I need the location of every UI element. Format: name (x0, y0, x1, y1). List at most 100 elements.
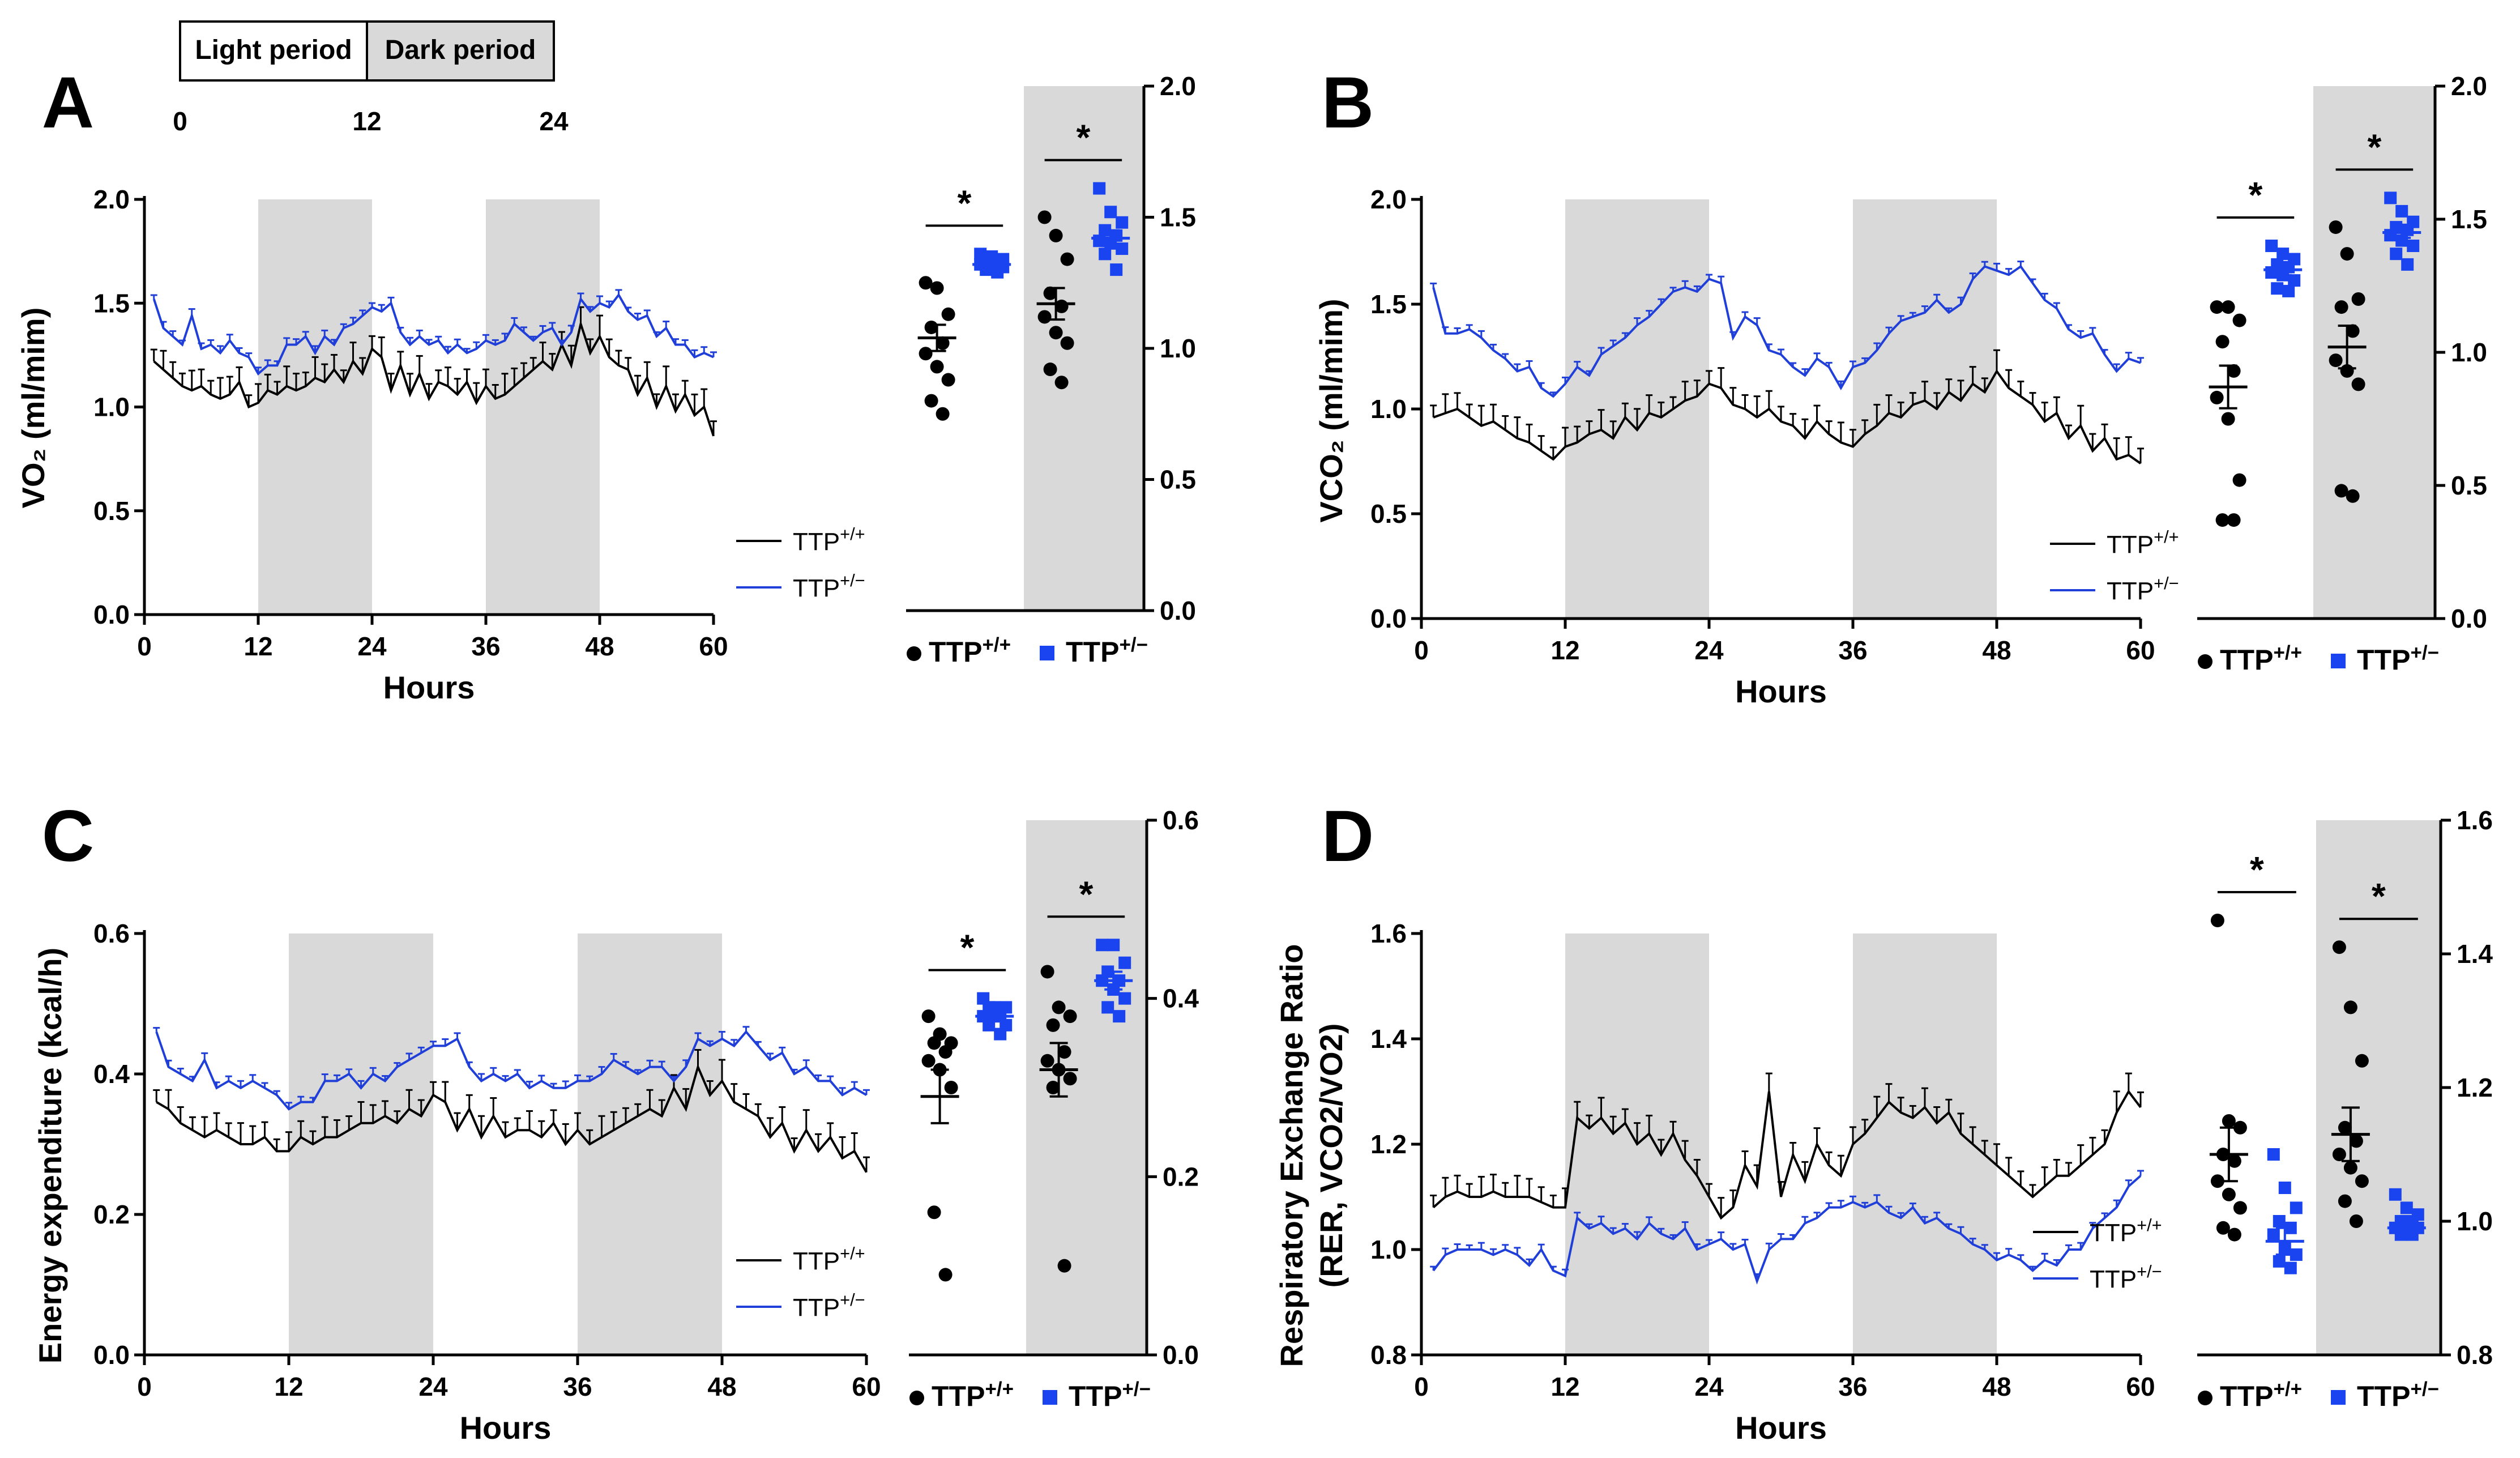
dark-period-shade (486, 199, 600, 615)
data-point (2384, 191, 2397, 204)
scatter-group (2209, 914, 2248, 1242)
data-point (1057, 1045, 1071, 1059)
data-point (2265, 266, 2278, 279)
scatter-group (2209, 300, 2248, 527)
scatter-group (2327, 220, 2367, 503)
significance-star: * (1076, 117, 1090, 158)
data-point (2227, 513, 2241, 527)
x-tick-label: 12 (1551, 636, 1579, 665)
legend-label: TTP+/− (793, 570, 865, 602)
data-point (2355, 1054, 2369, 1068)
x-tick-label: 36 (563, 1372, 592, 1401)
legend-label: TTP+/+ (2090, 1215, 2162, 1247)
panel-letter: A (42, 62, 94, 143)
y-tick-label: 1.5 (2451, 204, 2487, 234)
data-point (924, 394, 938, 408)
x-tick-label: 12 (1551, 1372, 1579, 1401)
data-point (2273, 1255, 2286, 1268)
series-wt (150, 306, 717, 437)
y-tick-label: 0.4 (1163, 984, 1199, 1013)
data-point (2290, 1248, 2303, 1261)
data-point (2351, 377, 2365, 391)
data-point (2267, 1228, 2280, 1241)
x-tick-label: 0 (1414, 1372, 1429, 1401)
scatter-group (2331, 940, 2370, 1228)
data-point (2215, 335, 2229, 349)
time-bar-tick: 24 (539, 106, 569, 136)
scatter-group (2265, 1148, 2304, 1274)
data-point (930, 281, 944, 295)
x-tick-label: 24 (1694, 1372, 1724, 1401)
data-point (1037, 210, 1052, 224)
data-point (919, 347, 933, 361)
y-tick-label: 0.0 (93, 600, 130, 629)
y-tick-label: 1.4 (2457, 939, 2493, 969)
data-point (2334, 300, 2348, 314)
y-tick-label: 0.0 (2451, 604, 2487, 633)
scatter-legend-label: TTP+/− (1069, 1378, 1151, 1412)
legend-marker (2198, 1391, 2213, 1405)
data-point (2284, 1261, 2297, 1274)
data-point (2210, 1174, 2224, 1188)
series-wt (153, 1048, 870, 1173)
data-point (2338, 1194, 2352, 1208)
data-point (2340, 247, 2354, 261)
data-point (1116, 216, 1129, 229)
dark-period-shade (2313, 86, 2435, 619)
data-point (921, 1009, 936, 1024)
y-tick-label: 0.2 (93, 1200, 130, 1229)
x-tick-label: 24 (418, 1372, 448, 1401)
y-tick-label: 1.2 (2457, 1073, 2493, 1102)
scatter-group (1091, 182, 1130, 276)
scatter-panel: 0.0 0.2 0.4 0.6 * * TTP+/+ TTP+/− (909, 805, 1199, 1412)
scatter-legend-label: TTP+/+ (932, 1378, 1014, 1412)
data-point (2227, 364, 2241, 378)
data-point (927, 1036, 941, 1050)
data-point (2227, 1227, 2241, 1242)
data-point (2221, 300, 2235, 314)
y-tick-label: 0.0 (1370, 604, 1407, 633)
dark-period-shade (1024, 86, 1144, 611)
y-axis-title: Energy expenditure (kcal/h) (32, 948, 68, 1363)
x-tick-label: 12 (244, 632, 272, 661)
scatter-panel: 0.0 0.5 1.0 1.5 2.0 * * TTP+/+ TTP+/− (2197, 71, 2487, 676)
legend-label: TTP+/− (2090, 1261, 2162, 1293)
data-point (2288, 274, 2301, 287)
data-point (1063, 1072, 1077, 1086)
data-point (1037, 310, 1052, 324)
series-line (1432, 1089, 2142, 1220)
data-point (1057, 1259, 1071, 1273)
data-point (1040, 1054, 1054, 1068)
y-tick-label: 1.2 (1370, 1129, 1407, 1159)
panel-c: C 0.0 0.2 0.4 0.6 0 12 24 36 48 60 Hours Energy expe… (32, 796, 1199, 1446)
data-point (2351, 292, 2365, 306)
y-tick-label: 1.6 (1370, 919, 1407, 948)
x-axis-title: Hours (460, 1410, 552, 1446)
panel-letter: C (42, 796, 94, 877)
series-line (153, 319, 715, 437)
y-tick-label: 1.0 (1160, 334, 1196, 363)
data-point (941, 373, 955, 387)
y-axis-title-line: Respiratory Exchange Ratio (1274, 944, 1309, 1367)
data-point (2271, 282, 2284, 295)
y-tick-label: 0.0 (93, 1340, 130, 1370)
x-axis-title: Hours (383, 670, 475, 705)
data-point (2332, 1148, 2346, 1161)
series-line (156, 1063, 868, 1173)
data-point (2329, 353, 2343, 368)
dark-period-shade (2316, 820, 2441, 1355)
data-point (1101, 1001, 1114, 1014)
data-point (2222, 1114, 2236, 1128)
series-wt (1430, 1072, 2144, 1220)
dark-period-shade (1853, 933, 1997, 1355)
data-point (2338, 1120, 2352, 1135)
data-point (1116, 242, 1129, 255)
scatter-group (1094, 939, 1133, 1023)
legend-label: TTP+/+ (793, 1243, 865, 1275)
panel-letter: B (1322, 62, 1374, 143)
data-point (2210, 914, 2224, 927)
data-point (2332, 940, 2346, 954)
data-point (2346, 489, 2360, 503)
data-point (1052, 1000, 1066, 1014)
data-point (930, 360, 944, 374)
